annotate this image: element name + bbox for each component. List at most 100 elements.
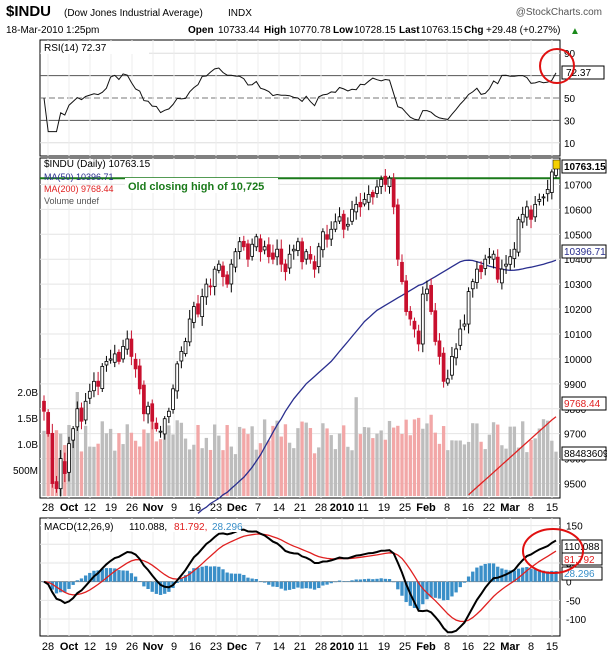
macd-hist-bar [504, 569, 508, 582]
watermark: @StockCharts.com [516, 7, 602, 18]
macd-hist-bar [512, 570, 517, 582]
macd-x-label: 14 [273, 641, 285, 653]
candle-body [108, 358, 113, 361]
high-value: 10770.78 [289, 25, 331, 36]
last-label: Last [399, 25, 420, 36]
candle-body [516, 218, 521, 253]
candle-body [167, 410, 171, 418]
rsi-tick-label: 50 [564, 94, 576, 105]
candle-body [300, 241, 304, 263]
candle-body [408, 310, 413, 320]
volume-bar [471, 423, 475, 496]
volume-bar [237, 426, 242, 496]
rsi-legend: RSI(14) 72.37 [44, 43, 107, 54]
volume-bar [412, 419, 417, 496]
macd-hist-bar [317, 581, 321, 589]
macd-x-label: 16 [189, 641, 201, 653]
volume-bar [296, 428, 300, 496]
candle-body [341, 213, 346, 230]
price-axis: 10700 10600 10500 10400 10300 10200 10100 10000… [564, 180, 592, 490]
price-x-label: 21 [294, 502, 306, 514]
volume-bar [483, 449, 487, 496]
volume-bar [504, 448, 508, 496]
macd-hist-bar [104, 568, 109, 582]
candle-body [541, 196, 546, 199]
price-tick-label: 10400 [564, 255, 592, 266]
macd-hist-bar [129, 573, 134, 582]
volume-bar [450, 440, 454, 496]
ma200-line [468, 416, 557, 496]
rsi-legend-bg [41, 42, 149, 54]
macd-hist-bar [292, 581, 296, 589]
candle-body [200, 296, 205, 318]
macd-x-label: Mar [500, 641, 520, 653]
candle-body [395, 204, 400, 260]
macd-tick-label: 0 [566, 578, 572, 589]
volume-bar [529, 440, 533, 496]
volume-tick-label: 500M [13, 466, 38, 477]
volume-bar [367, 427, 371, 496]
signal-line [43, 533, 557, 623]
volume-bar [358, 434, 363, 496]
macd-x-label: 26 [126, 641, 138, 653]
macd-x-label: 16 [462, 641, 474, 653]
candle-body [450, 356, 454, 376]
up-arrow-icon: ▲ [570, 26, 580, 37]
price-x-label: 14 [273, 502, 285, 514]
volume-bar [416, 417, 421, 496]
candle-body [83, 400, 88, 421]
volume-bar [308, 428, 313, 496]
candle-body [104, 361, 109, 366]
volume-bar [225, 425, 229, 496]
volume-bar [437, 443, 442, 496]
volume-bar [287, 442, 292, 496]
last-price-badge-text: 10763.15 [564, 162, 606, 173]
macd-hist-bar [71, 581, 75, 585]
candle-body [554, 168, 558, 176]
candle-body [142, 384, 146, 415]
candle-body [225, 274, 230, 285]
candle-body [525, 206, 529, 218]
volume-bar [354, 397, 358, 496]
volume-bar [192, 444, 196, 496]
macd-hist-bar [537, 569, 542, 582]
volume-bar [554, 451, 558, 496]
annotation-bg [125, 178, 278, 193]
candle-body [233, 251, 238, 268]
ma50-legend: MA(50) 10396.71 [44, 172, 114, 182]
candle-body [137, 365, 142, 390]
volume-bar [321, 423, 325, 496]
ma200-legend: MA(200) 9768.44 [44, 184, 114, 194]
macd-hist-bar [125, 570, 129, 582]
price-x-label: 11 [357, 502, 368, 514]
candle-body [246, 243, 250, 260]
candle-body [212, 268, 217, 287]
volume-bar [208, 449, 213, 496]
volume-bar [154, 441, 159, 496]
price-tick-label: 9900 [564, 380, 587, 391]
candle-body [425, 288, 429, 295]
macd-hist-bar [246, 577, 250, 582]
volume-bar [491, 422, 496, 496]
candle-body [158, 430, 163, 433]
hist-legend-value: 28.296 [212, 522, 243, 533]
volume-bar [337, 433, 342, 496]
macd-hist-bar [271, 581, 275, 587]
volume-bar [121, 444, 125, 496]
volume-bar [362, 427, 367, 496]
volume-bar [375, 433, 379, 496]
macd-hist-bar [475, 567, 479, 582]
macd-line [43, 528, 557, 634]
rsi-highlight-circle [539, 48, 575, 84]
signal-legend-value: 81.792, [174, 522, 207, 533]
candle-body [208, 285, 213, 288]
macd-hist-bar [183, 575, 188, 582]
macd-hist-bar [217, 566, 221, 582]
volume-bar [246, 434, 250, 496]
candle-body [87, 390, 92, 399]
candle-body [146, 405, 150, 415]
macd-hist-bar [308, 581, 313, 589]
macd-hist-bar [362, 579, 367, 582]
candle-body [266, 244, 271, 258]
macd-tick-label: 150 [566, 522, 583, 533]
